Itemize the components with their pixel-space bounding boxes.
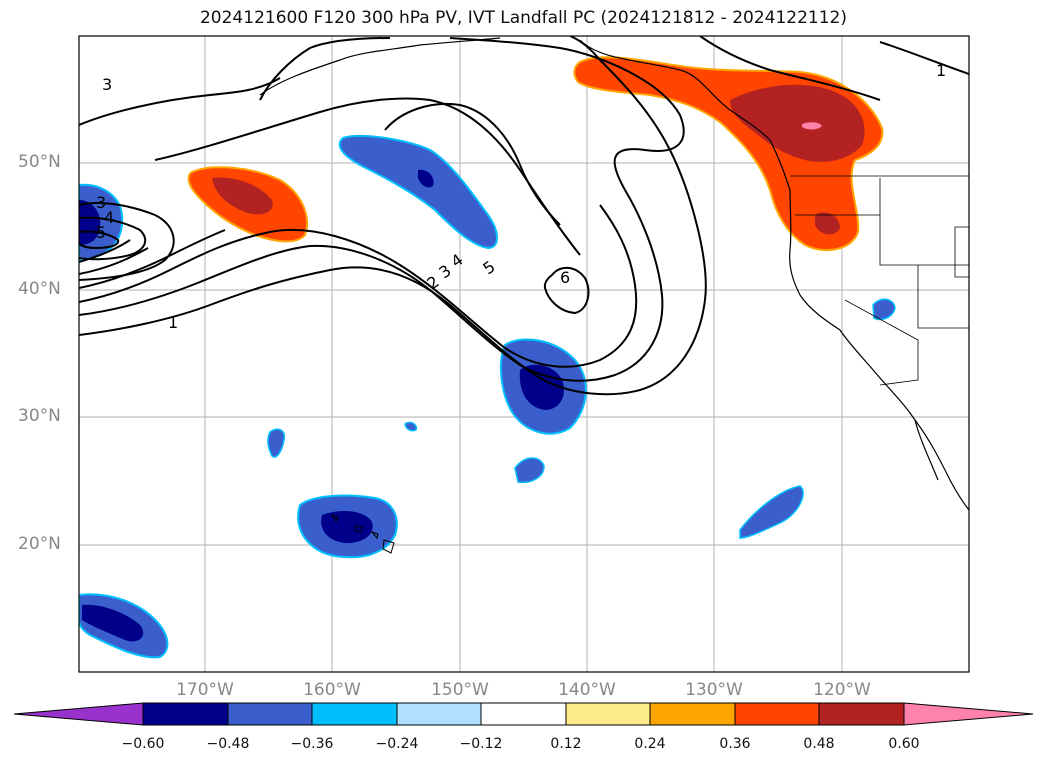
coastlines	[259, 37, 969, 511]
negative-anomaly-small-patches	[267, 298, 896, 539]
colorbar-upper-extend	[903, 702, 1034, 726]
colorbar-tick: 0.36	[719, 736, 751, 752]
lon-label: 120°W	[813, 680, 871, 700]
negative-anomaly-southwest	[79, 593, 169, 659]
colorbar-tick: −0.24	[375, 736, 419, 752]
contour-label: 5	[96, 223, 106, 242]
contour-label: 3	[96, 193, 106, 212]
colorbar-tick: −0.36	[290, 736, 334, 752]
colorbar-tick: 0.24	[634, 736, 666, 752]
map-border	[78, 35, 970, 673]
lat-label: 50°N	[18, 152, 61, 172]
colorbar-segment	[565, 702, 651, 726]
colorbar-segment	[142, 702, 229, 726]
colorbar-segment	[734, 702, 820, 726]
colorbar-segment	[311, 702, 398, 726]
colorbar-tick: −0.60	[121, 736, 165, 752]
positive-anomaly-pnw	[573, 56, 884, 252]
hawaiian-islands	[330, 514, 395, 554]
contour-lines	[79, 36, 969, 396]
colorbar-tick: 0.60	[888, 736, 920, 752]
positive-anomaly-central-pacific	[187, 166, 308, 243]
colorbar-tick: 0.48	[803, 736, 835, 752]
negative-anomaly-trough	[500, 338, 587, 435]
colorbar-lower-extend	[13, 702, 144, 726]
contour-label: 3	[102, 75, 112, 94]
colorbar-tick: 0.12	[550, 736, 582, 752]
colorbar-segment	[480, 702, 567, 726]
colorbar-segment	[227, 702, 313, 726]
colorbar-tick: −0.48	[206, 736, 250, 752]
colorbar-tick: −0.12	[459, 736, 503, 752]
colorbar-segment	[818, 702, 905, 726]
negative-anomaly-central-north	[338, 134, 498, 250]
lon-label: 150°W	[431, 680, 489, 700]
colorbar	[13, 702, 1034, 726]
figure-title: 2024121600 F120 300 hPa PV, IVT Landfall…	[199, 8, 847, 28]
contour-label: 1	[936, 61, 946, 80]
contour-label: 4	[104, 208, 114, 227]
contour-label: 1	[168, 313, 178, 332]
contour-label: 6	[560, 268, 570, 287]
colorbar-segment	[396, 702, 482, 726]
colorbar-segment	[649, 702, 736, 726]
lat-label: 30°N	[18, 406, 61, 426]
lon-label: 140°W	[558, 680, 616, 700]
negative-anomaly-hawaii	[297, 494, 398, 559]
lat-label: 40°N	[18, 279, 61, 299]
lon-label: 130°W	[685, 680, 743, 700]
state-borders	[790, 175, 969, 386]
lon-label: 170°W	[176, 680, 234, 700]
lat-label: 20°N	[18, 534, 61, 554]
lon-label: 160°W	[303, 680, 361, 700]
